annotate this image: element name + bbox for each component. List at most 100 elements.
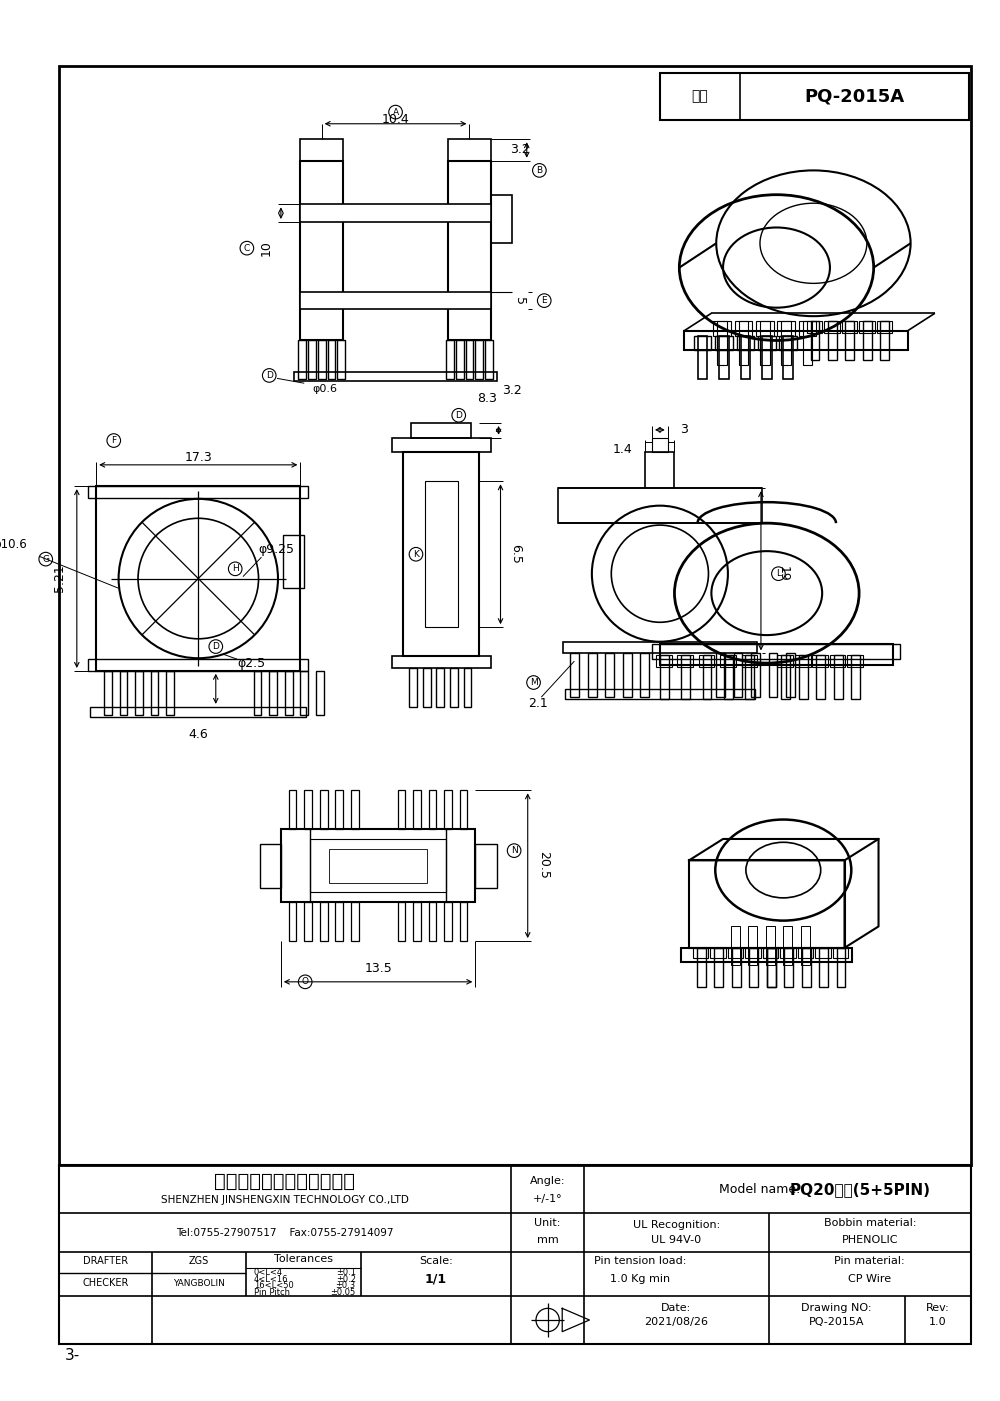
Bar: [715, 336, 733, 350]
Bar: [795, 656, 811, 667]
Text: D: D: [212, 642, 219, 651]
Bar: [166, 671, 174, 715]
Bar: [260, 843, 281, 888]
Text: 1.4: 1.4: [613, 443, 633, 455]
Bar: [413, 790, 421, 829]
Bar: [392, 437, 491, 453]
Text: Drawing NO:: Drawing NO:: [801, 1303, 872, 1313]
Text: 1/1: 1/1: [425, 1272, 447, 1286]
Text: Pin material:: Pin material:: [834, 1255, 905, 1265]
Bar: [798, 948, 813, 957]
Bar: [719, 336, 729, 380]
Text: CHECKER: CHECKER: [82, 1278, 129, 1288]
Bar: [436, 668, 444, 708]
Bar: [640, 653, 649, 698]
Bar: [751, 653, 760, 698]
Text: 2.1: 2.1: [529, 698, 548, 710]
Text: 6.5: 6.5: [510, 545, 523, 565]
Bar: [713, 321, 731, 336]
Bar: [741, 336, 750, 380]
Bar: [59, 1164, 971, 1345]
Bar: [403, 453, 425, 656]
Text: 1.0 Kg min: 1.0 Kg min: [610, 1274, 670, 1285]
Text: N: N: [511, 846, 517, 855]
Bar: [758, 336, 776, 350]
Bar: [475, 340, 483, 380]
Bar: [815, 948, 831, 957]
Text: Model name:: Model name:: [719, 1184, 801, 1196]
Bar: [824, 321, 840, 332]
Text: φ10.6: φ10.6: [0, 538, 28, 551]
Text: M: M: [530, 678, 537, 686]
Text: CP Wire: CP Wire: [848, 1274, 891, 1285]
Bar: [694, 336, 711, 350]
Bar: [732, 948, 741, 986]
Bar: [769, 653, 777, 698]
Text: UL 94V-0: UL 94V-0: [651, 1236, 701, 1245]
Bar: [799, 321, 816, 336]
Bar: [779, 336, 797, 350]
Bar: [763, 948, 778, 957]
Bar: [448, 139, 491, 161]
Text: SHENZHEN JINSHENGXIN TECHNOLOGY CO.,LTD: SHENZHEN JINSHENGXIN TECHNOLOGY CO.,LTD: [161, 1195, 409, 1205]
Bar: [880, 321, 889, 360]
Bar: [450, 668, 458, 708]
Bar: [656, 656, 672, 667]
Bar: [828, 321, 837, 360]
Bar: [281, 829, 310, 902]
Bar: [660, 643, 893, 665]
Bar: [308, 340, 316, 380]
Bar: [714, 948, 723, 986]
Bar: [300, 161, 343, 340]
Text: Scale:: Scale:: [419, 1255, 453, 1265]
Bar: [801, 926, 810, 965]
Bar: [446, 829, 475, 902]
Bar: [151, 671, 158, 715]
Bar: [304, 902, 312, 941]
Text: D: D: [266, 371, 273, 380]
Text: DRAFTER: DRAFTER: [83, 1255, 128, 1265]
Bar: [819, 948, 828, 986]
Text: 20.5: 20.5: [537, 852, 550, 880]
Bar: [859, 321, 875, 332]
Bar: [749, 948, 758, 986]
Bar: [756, 321, 774, 336]
Bar: [298, 340, 306, 380]
Text: 19: 19: [777, 566, 790, 581]
Bar: [285, 671, 293, 715]
Bar: [320, 902, 328, 941]
Text: 5.21: 5.21: [53, 565, 66, 593]
Bar: [833, 948, 848, 957]
Bar: [728, 948, 743, 957]
Bar: [329, 849, 427, 883]
Bar: [88, 660, 308, 671]
Text: 8.3: 8.3: [477, 392, 497, 405]
Bar: [693, 948, 708, 957]
Bar: [411, 423, 471, 437]
Text: 0<L<4: 0<L<4: [254, 1268, 283, 1276]
Bar: [351, 902, 359, 941]
Text: 4<L<16: 4<L<16: [254, 1275, 288, 1283]
Bar: [784, 948, 793, 986]
Bar: [851, 656, 860, 699]
Bar: [444, 902, 452, 941]
Bar: [403, 453, 479, 656]
Bar: [786, 653, 795, 698]
Bar: [300, 161, 343, 340]
Bar: [563, 642, 757, 653]
Bar: [104, 671, 112, 715]
Text: PHENOLIC: PHENOLIC: [842, 1236, 898, 1245]
Bar: [59, 66, 971, 1164]
Bar: [767, 948, 776, 986]
Text: 5: 5: [513, 297, 526, 304]
Text: φ2.5: φ2.5: [238, 657, 266, 670]
Bar: [745, 948, 761, 957]
Bar: [281, 829, 475, 902]
Text: PQ-2015A: PQ-2015A: [804, 87, 904, 105]
Bar: [460, 790, 467, 829]
Bar: [605, 653, 614, 698]
Text: 型号: 型号: [691, 90, 708, 104]
Bar: [742, 656, 757, 667]
Bar: [398, 790, 405, 829]
Bar: [558, 488, 762, 523]
